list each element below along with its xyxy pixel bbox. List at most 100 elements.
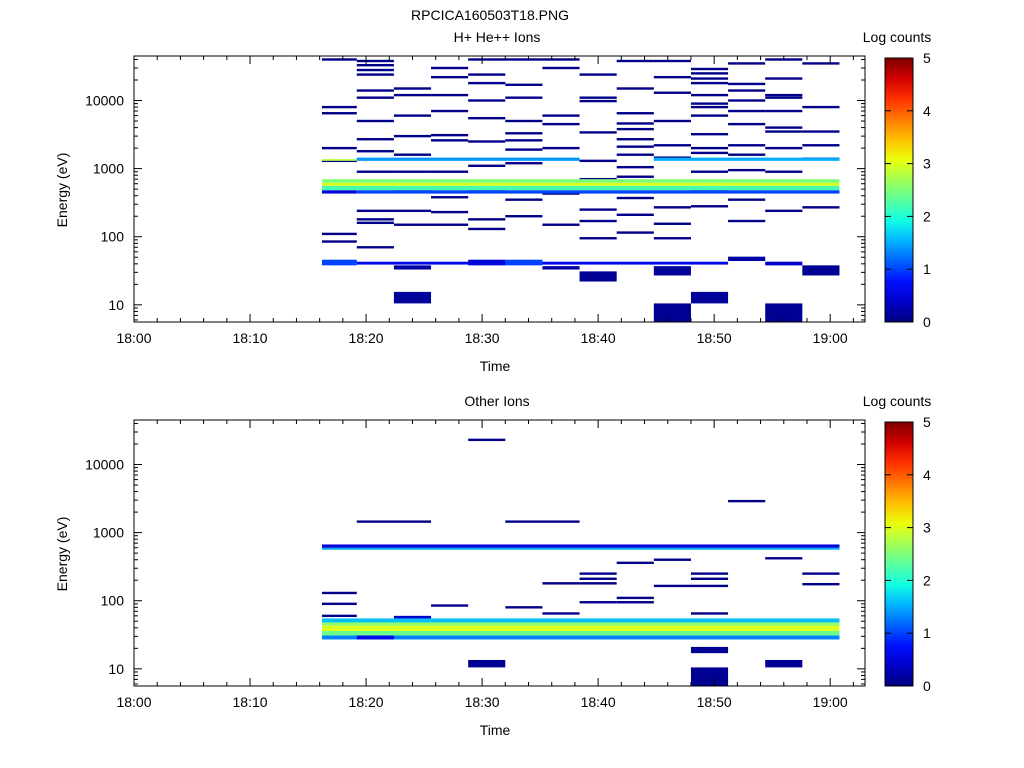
count-line [579,96,617,99]
count-line [728,89,766,92]
count-line [802,572,840,575]
colorbar-tick-label: 1 [923,261,931,277]
count-line [690,577,729,580]
count-line [356,96,394,99]
count-line [616,165,654,169]
count-line [765,93,803,97]
heatmap-cell [321,622,840,626]
count-line [579,208,617,211]
heatmap-cell [356,157,580,161]
count-line [579,577,617,580]
y-tick-label: 1000 [93,161,124,177]
count-line [356,138,394,141]
count-line [728,144,766,147]
colorbar-tick-label: 5 [923,50,931,66]
count-line [468,73,506,76]
count-line [653,59,691,63]
heatmap-cell [653,266,691,276]
count-line [356,246,394,249]
panel-title: H+ He++ Ions [454,29,541,45]
heatmap-cell [356,190,840,194]
count-line [542,223,580,226]
count-line [802,144,840,147]
count-line [321,146,357,150]
plot-axes: 18:00 18:10 18:20 18:30 18:40 18:50 19:00 10 100… [85,55,866,346]
count-line [728,122,766,126]
figure-title: RPCICA160503T18.PNG [411,7,569,23]
count-line [765,126,803,129]
count-line [690,102,729,105]
count-line [765,146,803,150]
heatmap-cell [321,259,357,266]
count-line [356,68,394,72]
heatmap-cell [468,659,506,668]
count-line [356,170,394,173]
heatmap-cell [321,182,840,186]
heatmap-cell [765,261,803,266]
count-line [468,58,506,61]
count-line [505,139,543,142]
count-line [653,144,691,147]
count-line [321,105,357,109]
heatmap-cell [321,625,840,631]
y-tick-label: 10 [108,297,124,313]
count-line [393,93,432,97]
colorbar-scale [884,421,914,687]
count-line [653,75,691,79]
count-line [393,209,432,213]
heatmap-cell [321,630,840,636]
count-line [356,59,394,63]
count-line [765,209,803,213]
count-line [431,170,469,173]
plot-axes: 18:00 18:10 18:20 18:30 18:40 18:50 19:00 10 100… [85,419,866,710]
panel-other-ions: Other Ions Time Energy (eV) Log counts 1… [54,393,931,738]
count-line [542,146,580,150]
heatmap-cell [321,544,840,548]
count-line [505,148,543,151]
count-line [468,218,506,221]
count-line [468,99,506,102]
count-line [393,223,432,226]
count-line [653,222,691,225]
count-line [690,93,729,97]
count-line [431,93,469,97]
count-line [728,62,766,65]
colorbar-scale [884,57,914,323]
count-line [690,77,729,80]
y-tick-label: 1000 [93,525,124,541]
count-line [321,232,357,236]
count-line [765,96,803,99]
count-line [393,170,432,173]
count-line [468,116,506,120]
count-line [690,170,729,173]
count-line [616,145,654,148]
count-line [579,99,617,103]
count-line [321,614,357,618]
count-line [321,240,357,243]
count-line [690,584,729,588]
x-tick-label: 18:20 [349,330,384,346]
colorbar-tick-label: 0 [923,314,931,330]
count-line [802,206,840,209]
y-tick-label: 100 [101,593,125,609]
count-line [542,612,580,615]
x-tick-label: 19:00 [813,330,848,346]
x-tick-label: 18:50 [697,694,732,710]
count-line [690,572,729,575]
colorbar-tick-label: 0 [923,678,931,694]
count-line [579,582,617,585]
x-tick-label: 18:40 [581,330,616,346]
x-tick-label: 18:30 [465,330,500,346]
count-line [653,558,691,561]
count-line [542,122,580,126]
count-line [431,139,469,142]
count-line [321,58,357,61]
heatmap-cell [393,615,432,619]
count-line [431,66,469,70]
count-line [542,66,580,70]
count-line [468,438,506,442]
count-line [393,134,432,138]
y-tick-label: 10 [108,661,124,677]
count-line [505,215,543,218]
count-line [356,209,394,213]
